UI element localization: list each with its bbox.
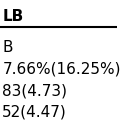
Text: 83(4.73): 83(4.73) xyxy=(2,83,67,98)
Text: 7.66%(16.25%): 7.66%(16.25%) xyxy=(2,62,121,77)
Text: 52(4.47): 52(4.47) xyxy=(2,105,67,120)
Text: B: B xyxy=(2,40,13,55)
Text: LB: LB xyxy=(2,9,24,24)
